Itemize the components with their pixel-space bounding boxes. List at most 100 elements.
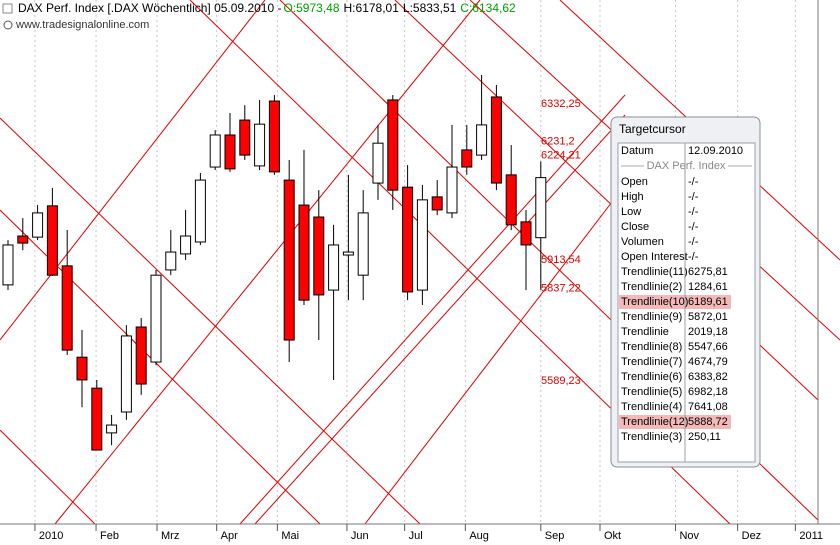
candle-body — [446, 166, 458, 214]
candle-body — [150, 274, 162, 363]
candle-body — [372, 142, 384, 184]
row-value: 5888,72 — [688, 416, 728, 428]
candle-body — [402, 186, 414, 293]
row-label: Trendlinie(7) — [621, 356, 682, 368]
candles — [2, 74, 547, 451]
row-value: 4674,79 — [688, 356, 728, 368]
row-label: Trendlinie(4) — [621, 401, 682, 413]
trendline-label: 5913,54 — [541, 254, 581, 266]
candle-body — [2, 244, 14, 286]
candle-body — [476, 124, 488, 156]
trendline — [0, 0, 266, 341]
x-tick-label: Aug — [469, 530, 489, 542]
trendline-label: 6332,25 — [541, 98, 581, 110]
row-label: Open Interest — [621, 251, 688, 263]
watermark: www.tradesignalonline.com — [15, 19, 149, 31]
candle-body — [46, 205, 58, 276]
row-label: Trendlinie(8) — [621, 341, 682, 353]
trendline-label: 6231,2 — [541, 136, 575, 148]
candle-body — [342, 251, 354, 256]
row-label: Open — [621, 176, 648, 188]
row-label: Trendlinie(12) — [621, 416, 688, 428]
trendline — [254, 114, 626, 525]
row-value: -/- — [688, 191, 699, 203]
trendline — [364, 184, 626, 525]
x-tick-label: Nov — [679, 530, 699, 542]
row-value: 6275,81 — [688, 266, 728, 278]
x-tick-label: Jul — [409, 530, 423, 542]
candle-body — [106, 424, 118, 434]
row-label: Trendlinie(5) — [621, 386, 682, 398]
candle-body — [520, 221, 532, 246]
row-label: Trendlinie(3) — [621, 431, 682, 443]
row-value: 6982,18 — [688, 386, 728, 398]
x-tick-label: Feb — [100, 530, 119, 542]
x-tick-label: Sep — [545, 530, 565, 542]
section-title: DAX Perf. Index — [647, 160, 726, 172]
header-value: L:5833,51 — [403, 1, 457, 15]
candle-body — [357, 212, 369, 276]
row-highlight — [619, 415, 731, 429]
header-value: H:6178,01 — [344, 1, 400, 15]
row-label: Volumen — [621, 236, 664, 248]
row-value: 2019,18 — [688, 326, 728, 338]
watermark-icon — [3, 20, 13, 30]
trendline — [54, 0, 481, 525]
trendline — [0, 117, 421, 525]
candle-body — [254, 123, 266, 167]
row-label: Datum — [621, 145, 653, 157]
row-value: 5872,01 — [688, 311, 728, 323]
row-label: High — [621, 191, 644, 203]
trendlines — [0, 0, 840, 525]
candle-body — [461, 149, 473, 168]
row-value: -/- — [688, 236, 699, 248]
candle-body — [120, 335, 132, 413]
x-tick-label: Okt — [604, 530, 621, 542]
trendline-label: 6224,21 — [541, 150, 581, 162]
candle-body — [91, 387, 103, 451]
row-label: Trendlinie(9) — [621, 311, 682, 323]
candle-body — [431, 196, 443, 211]
candle-body — [505, 174, 517, 226]
chart-title: DAX Perf. Index [.DAX Wöchentlich] 05.09… — [18, 1, 281, 15]
candle-body — [180, 235, 192, 255]
candle-body — [239, 119, 251, 156]
chart-header: DAX Perf. Index [.DAX Wöchentlich] 05.09… — [18, 1, 516, 15]
row-highlight — [619, 295, 731, 309]
header-icon — [2, 3, 13, 14]
row-value: 5547,66 — [688, 341, 728, 353]
row-label: Trendlinie(2) — [621, 281, 682, 293]
trendline-labels: 6332,25 6231,2 6224,21 5913,54 5837,22 5589,2… — [541, 98, 581, 387]
candle-body — [224, 134, 236, 170]
candle-body — [298, 204, 310, 301]
row-label: Trendlinie(11) — [621, 266, 688, 278]
row-value: 6189,61 — [688, 296, 728, 308]
row-value: 12.09.2010 — [688, 145, 743, 157]
x-tick-label: Apr — [221, 530, 238, 542]
row-value: 250,11 — [688, 431, 721, 443]
row-value: -/- — [688, 176, 699, 188]
candle-body — [268, 100, 280, 173]
row-label: Trendlinie(6) — [621, 371, 682, 383]
row-value: 6383,82 — [688, 371, 728, 383]
row-value: 1284,61 — [688, 281, 728, 293]
candle-body — [387, 99, 399, 191]
candle-body — [165, 251, 177, 271]
candle-body — [32, 212, 44, 238]
row-value: -/- — [688, 221, 699, 233]
row-value: -/- — [688, 251, 699, 263]
candle-body — [416, 199, 428, 291]
candle-body — [17, 235, 29, 244]
data-window: Targetcursor Datum 12.09.2010 DAX Perf. In… — [610, 116, 761, 468]
candle-body — [490, 96, 502, 184]
row-label: Close — [621, 221, 649, 233]
x-tick-label: 2010 — [39, 530, 63, 542]
x-tick-label: 2011 — [799, 530, 823, 542]
row-value: 7641,08 — [688, 401, 728, 413]
candle-body — [135, 326, 147, 385]
x-axis-ticks: 2010 Feb Mrz Apr Mai Jun Jul Aug Sep Okt Nov Dez 201… — [34, 524, 823, 542]
candle-body — [328, 244, 340, 291]
window-title: Targetcursor — [619, 122, 686, 136]
candle-body — [283, 179, 295, 341]
